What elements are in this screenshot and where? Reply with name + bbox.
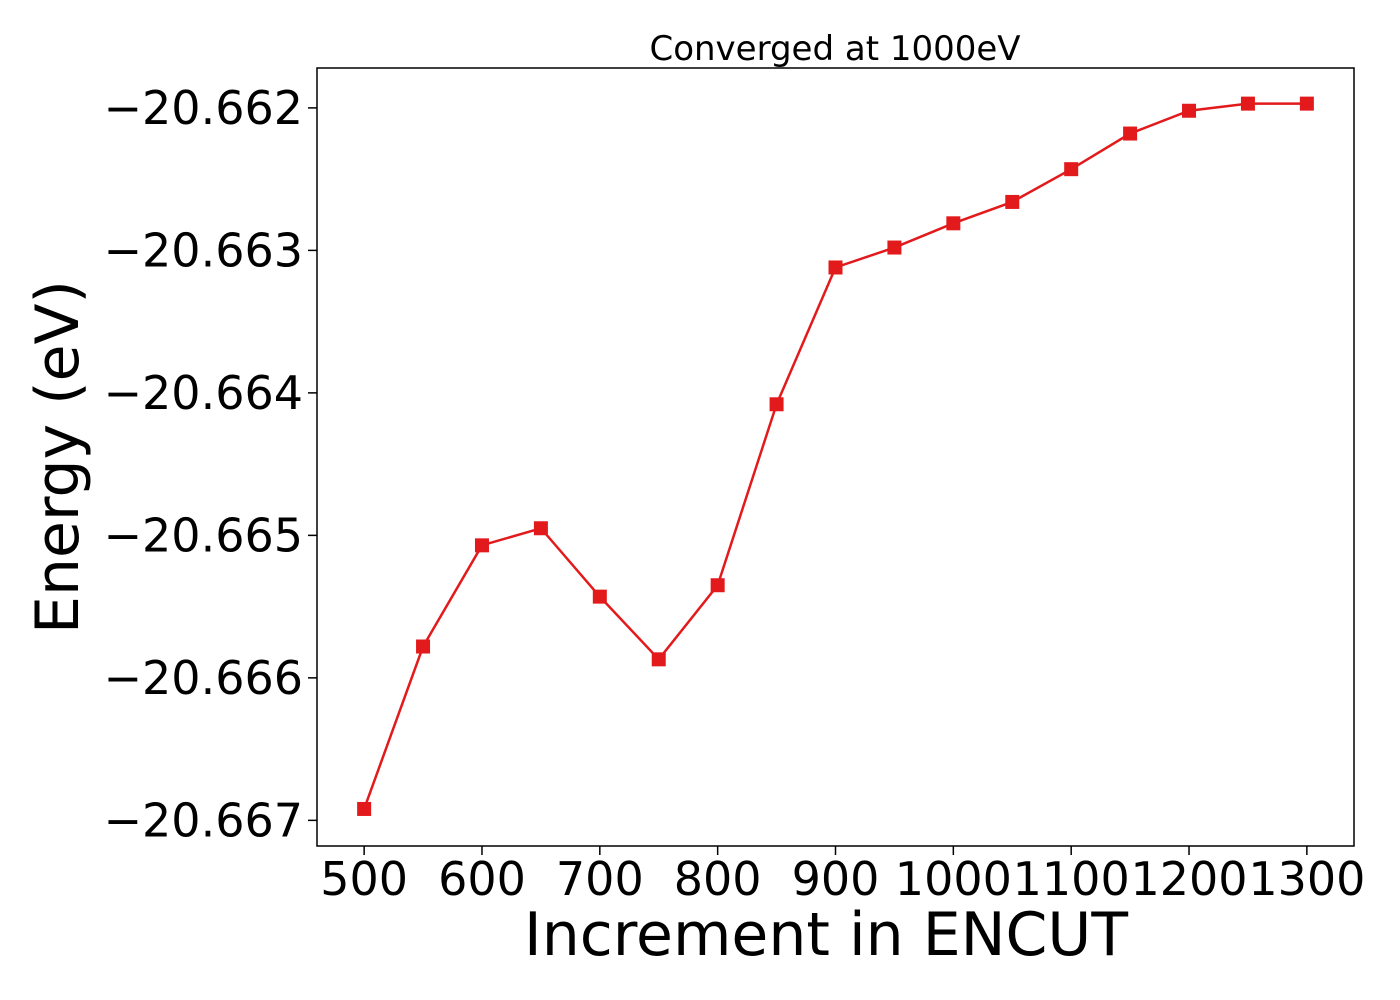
data-point-marker [1123, 126, 1138, 141]
y-axis-ticks: −20.667 −20.666 −20.665 −20.664 −20.663 −20.6… [104, 81, 317, 847]
y-tick-label: −20.667 [104, 793, 304, 847]
x-tick-label: 700 [556, 852, 644, 906]
data-point-marker [946, 216, 961, 231]
x-tick-label: 600 [438, 852, 526, 906]
y-axis-label: Energy (eV) [23, 280, 93, 634]
data-point-marker [710, 578, 725, 593]
x-tick-label: 1100 [1013, 852, 1130, 906]
x-tick-label: 1200 [1130, 852, 1247, 906]
x-tick-label: 800 [674, 852, 762, 906]
data-point-marker [651, 652, 666, 667]
data-point-marker [533, 521, 548, 536]
series-layer [357, 96, 1314, 816]
data-point-marker [1064, 162, 1079, 177]
chart-title: Converged at 1000eV [649, 29, 1020, 69]
x-tick-label: 1300 [1248, 852, 1365, 906]
y-tick-label: −20.662 [104, 81, 304, 135]
data-point-marker [887, 240, 902, 255]
series-line [362, 102, 1307, 810]
plot-area-frame [316, 67, 1355, 847]
x-axis-label: Increment in ENCUT [524, 900, 1128, 970]
data-point-marker [592, 589, 607, 604]
data-point-marker [828, 260, 843, 275]
data-point-marker [357, 801, 372, 816]
y-tick-label: −20.663 [104, 223, 304, 277]
x-tick-label: 1000 [895, 852, 1012, 906]
x-tick-label: 900 [792, 852, 880, 906]
x-axis-ticks: 500 600 700 800 900 1000 1100 1200 1300 [320, 846, 1365, 906]
data-point-marker [1299, 96, 1314, 111]
y-tick-label: −20.665 [104, 508, 304, 562]
data-point-marker [474, 538, 489, 553]
data-point-marker [416, 639, 431, 654]
x-tick-label: 500 [320, 852, 408, 906]
y-tick-label: −20.666 [104, 651, 304, 705]
data-point-marker [769, 397, 784, 412]
data-point-marker [1182, 103, 1197, 118]
data-point-marker [1240, 96, 1255, 111]
data-point-marker [1005, 194, 1020, 209]
y-tick-label: −20.664 [104, 366, 304, 420]
